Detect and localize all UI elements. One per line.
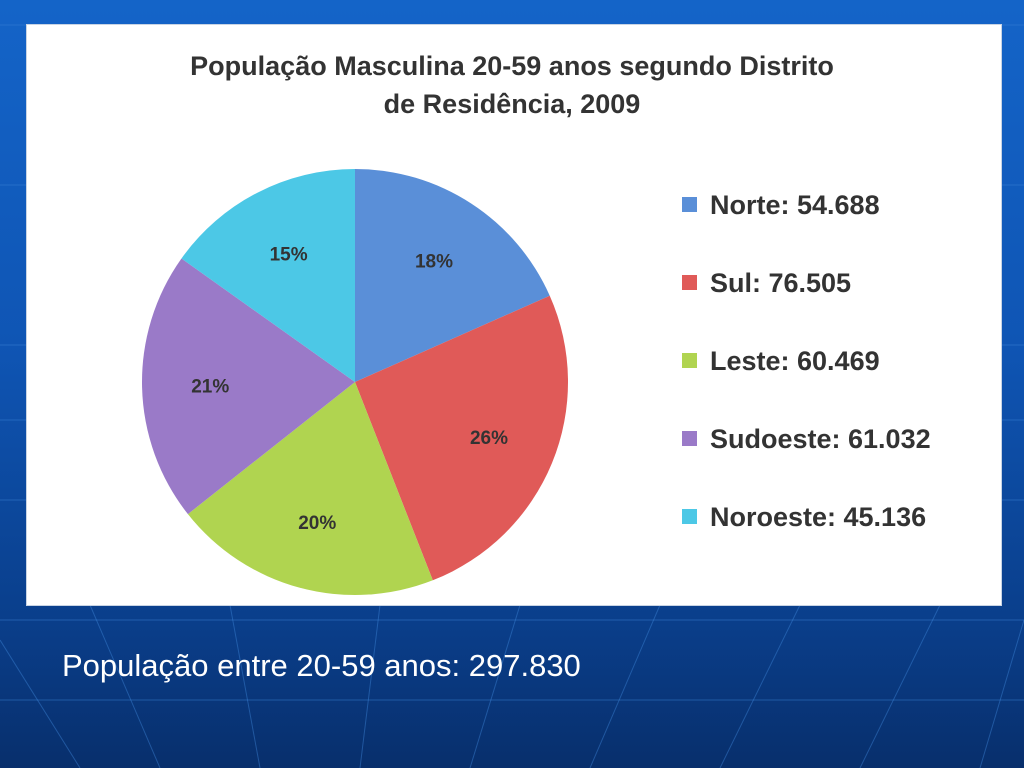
legend-label-leste: Leste: 60.469 <box>710 346 880 376</box>
legend-item-norte: Norte: 54.688 <box>682 190 880 220</box>
footer-total-text: População entre 20-59 anos: 297.830 <box>62 648 581 683</box>
pie-slice-noroeste <box>181 169 355 382</box>
legend-item-sul: Sul: 76.505 <box>682 268 851 298</box>
chart-title: População Masculina 20-59 anos segundo D… <box>87 47 937 123</box>
legend-item-leste: Leste: 60.469 <box>682 346 880 376</box>
chart-panel: População Masculina 20-59 anos segundo D… <box>27 25 1001 605</box>
legend-label-sul: Sul: 76.505 <box>710 268 851 298</box>
pie-slice-sul <box>355 295 568 581</box>
legend-swatch-noroeste <box>682 509 697 524</box>
legend-item-sudoeste: Sudoeste: 61.032 <box>682 424 931 454</box>
chart-title-line-2: de Residência, 2009 <box>383 89 641 119</box>
pie-slice-leste <box>187 382 433 595</box>
legend-swatch-sul <box>682 275 697 290</box>
legend-item-noroeste: Noroeste: 45.136 <box>682 502 926 532</box>
legend-label-sudoeste: Sudoeste: 61.032 <box>710 424 931 454</box>
percent-label-leste: 20% <box>298 513 336 534</box>
pie-chart: 18% 26% 20% 21% 15% Norte: 54.688 Sul: 76.505… <box>141 169 931 595</box>
legend-label-norte: Norte: 54.688 <box>710 190 880 220</box>
percent-label-noroeste: 15% <box>270 244 308 265</box>
legend-swatch-norte <box>682 197 697 212</box>
percent-label-norte: 18% <box>415 252 453 273</box>
legend-label-noroeste: Noroeste: 45.136 <box>710 502 926 532</box>
chart-title-line-1: População Masculina 20-59 anos segundo D… <box>190 51 834 81</box>
percent-label-sul: 26% <box>470 428 508 449</box>
pie-slice-norte <box>355 169 550 382</box>
legend-swatch-leste <box>682 353 697 368</box>
percent-label-sudoeste: 21% <box>191 377 229 398</box>
pie-slice-sudoeste <box>141 258 355 515</box>
legend-swatch-sudoeste <box>682 431 697 446</box>
